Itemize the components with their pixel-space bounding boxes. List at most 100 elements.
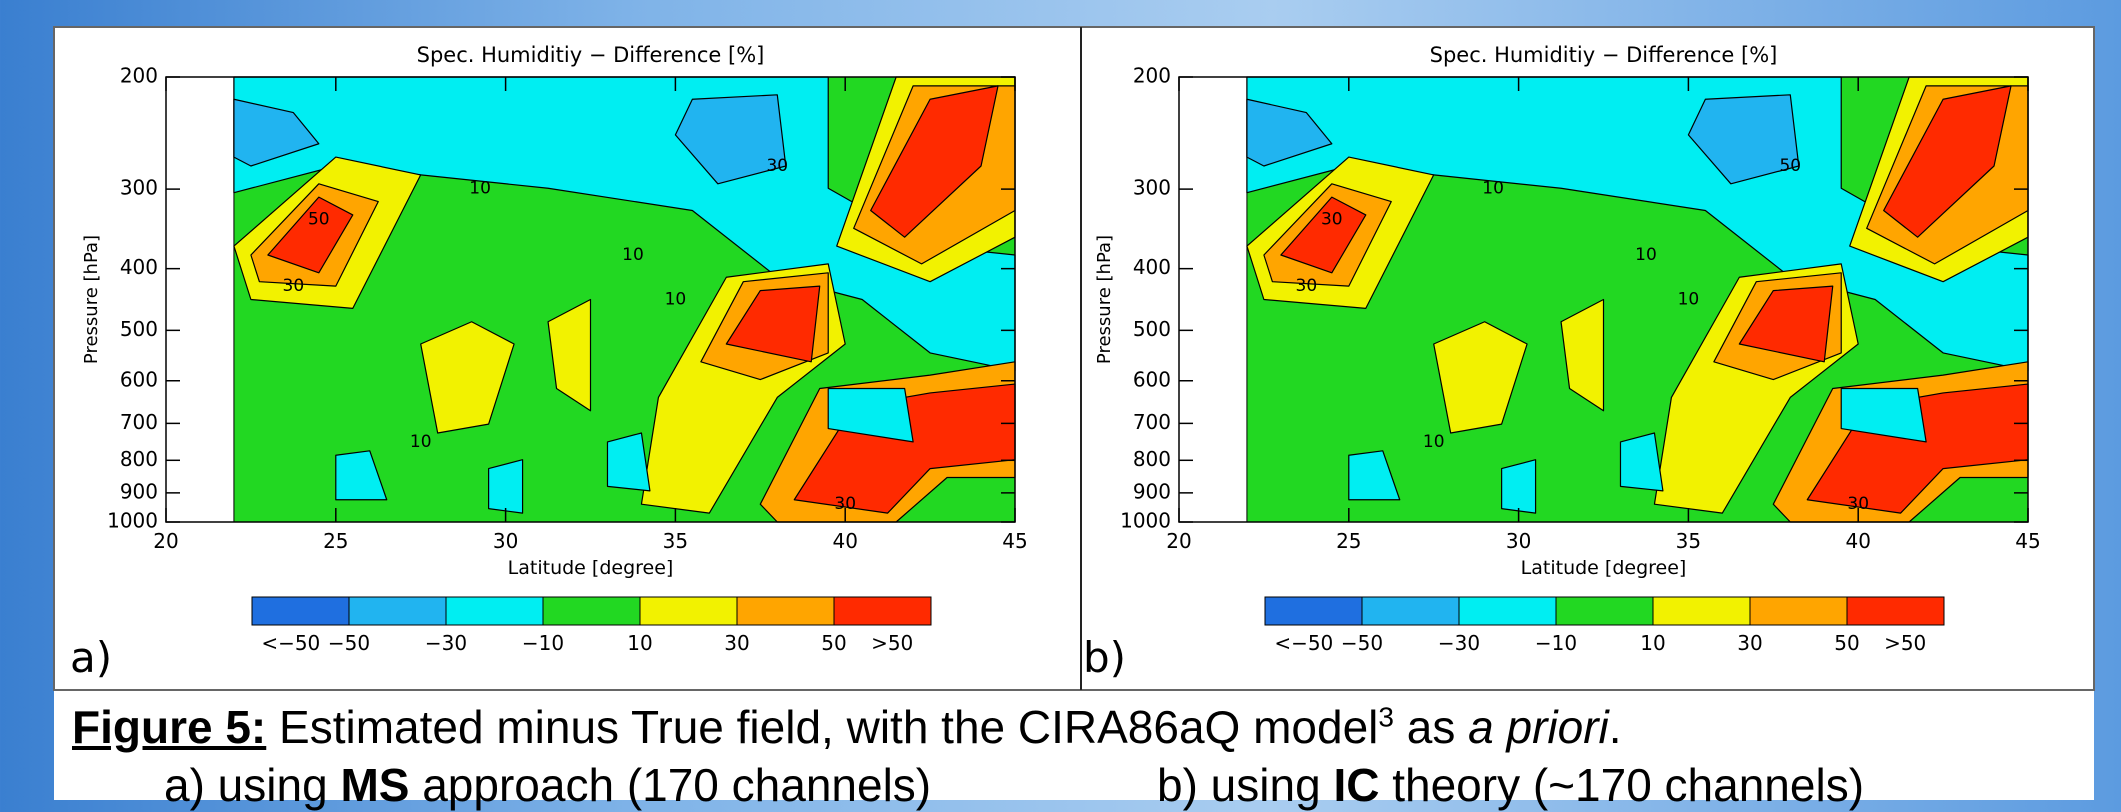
x-tick-label: 35 — [663, 529, 688, 553]
x-tick-label: 45 — [1002, 529, 1027, 553]
contour-label: 10 — [665, 290, 687, 310]
caption-text: b) using — [1157, 759, 1321, 811]
y-tick-label: 400 — [120, 255, 158, 279]
colorbar-label: −10 — [1535, 631, 1577, 655]
colorbar-label: −50 — [1341, 631, 1383, 655]
contour-region — [233, 98, 320, 167]
colorbar-label: 30 — [724, 631, 749, 655]
chart-title: Spec. Humiditiy − Difference [%] — [1430, 43, 1778, 67]
figure-label: Figure 5: — [72, 701, 267, 753]
superscript: 3 — [1378, 701, 1394, 733]
x-axis-label: Latitude [degree] — [508, 557, 674, 579]
caption-end: . — [1608, 701, 1622, 753]
colorbar-segment — [639, 596, 738, 626]
chart-title: Spec. Humiditiy − Difference [%] — [417, 43, 765, 67]
y-tick-label: 600 — [1133, 367, 1171, 391]
contour-region — [870, 85, 999, 238]
contour-region — [335, 450, 388, 501]
colorbar-segment — [348, 596, 447, 626]
contour-region — [1501, 459, 1537, 514]
y-tick-label: 500 — [120, 317, 158, 341]
x-tick-label: 30 — [1506, 529, 1531, 553]
y-tick-label: 800 — [1133, 447, 1171, 471]
contour-region — [827, 387, 914, 443]
contour-region — [725, 285, 821, 363]
colorbar-segment — [1264, 596, 1363, 626]
y-tick-label: 700 — [120, 410, 158, 434]
colorbar-segment — [1846, 596, 1945, 626]
caption-text: theory (~170 channels) — [1392, 759, 1865, 811]
caption-text: Estimated minus True field, with the CIR… — [279, 701, 1379, 753]
contour-region — [674, 94, 787, 185]
x-axis-label: Latitude [degree] — [1521, 557, 1687, 579]
contour-region — [1840, 387, 1927, 443]
contour-region — [488, 459, 524, 514]
colorbar-label: −10 — [522, 631, 564, 655]
colorbar-segment — [251, 596, 350, 626]
colorbar-label: −30 — [1438, 631, 1480, 655]
caption-text: a) using — [164, 759, 328, 811]
contour-label: 10 — [1678, 290, 1700, 310]
caption: Figure 5: Estimated minus True field, wi… — [72, 700, 1622, 754]
colorbar-label: 10 — [1640, 631, 1665, 655]
contour-label: 50 — [308, 209, 330, 229]
y-tick-label: 900 — [120, 479, 158, 503]
contour-label: 10 — [469, 178, 491, 198]
contour-region — [1619, 432, 1664, 492]
contour-region — [1738, 285, 1834, 363]
colorbar-label: 10 — [627, 631, 652, 655]
colorbar-label: >50 — [1884, 631, 1926, 655]
panel-label: b) — [1083, 633, 1126, 682]
caption-text: approach (170 channels) — [422, 759, 932, 811]
panel: 50 30 10 10 10 30 10 30 20 25 30 35 40 45 200 300 400 500… — [70, 43, 1028, 682]
x-tick-label: 35 — [1676, 529, 1701, 553]
colorbar-label: 50 — [821, 631, 846, 655]
colorbar-segment — [736, 596, 835, 626]
contour-region — [606, 432, 651, 492]
y-tick-label: 500 — [1133, 317, 1171, 341]
colorbar-label: 50 — [1834, 631, 1859, 655]
y-tick-label: 300 — [1133, 176, 1171, 200]
contour-region — [1348, 450, 1401, 501]
panel-frame — [53, 26, 2095, 691]
x-tick-label: 25 — [1336, 529, 1361, 553]
colorbar-label: <−50 — [261, 631, 320, 655]
caption-bold: IC — [1333, 759, 1380, 811]
y-axis-label: Pressure [hPa] — [1094, 235, 1115, 364]
contour-label: 30 — [1847, 494, 1869, 514]
y-tick-label: 600 — [120, 367, 158, 391]
y-tick-label: 300 — [120, 176, 158, 200]
caption-bold: MS — [340, 759, 410, 811]
y-tick-label: 900 — [1133, 479, 1171, 503]
contour-label: 10 — [1635, 245, 1657, 265]
y-tick-label: 800 — [120, 447, 158, 471]
contour-label: 10 — [622, 245, 644, 265]
x-tick-label: 20 — [1166, 529, 1191, 553]
contour-label: 10 — [410, 432, 432, 452]
contour-region — [1246, 98, 1333, 167]
contour-region — [1560, 298, 1605, 412]
x-tick-label: 40 — [1845, 529, 1870, 553]
y-tick-label: 200 — [120, 64, 158, 88]
y-tick-label: 700 — [1133, 410, 1171, 434]
colorbar-segment — [1361, 596, 1460, 626]
y-axis-label: Pressure [hPa] — [81, 235, 102, 364]
contour-label: 10 — [1482, 178, 1504, 198]
x-tick-label: 20 — [153, 529, 178, 553]
contour-region — [547, 298, 592, 412]
panel-label: a) — [70, 633, 112, 682]
colorbar-segment — [1555, 596, 1654, 626]
contour-label: 30 — [834, 494, 856, 514]
caption-line: b) using IC theory (~170 channels) — [1157, 758, 1864, 812]
contour-region — [1883, 85, 2012, 238]
contour-label: 30 — [1296, 276, 1318, 296]
colorbar-segment — [1652, 596, 1751, 626]
caption-text: as — [1406, 701, 1456, 753]
y-tick-label: 1000 — [107, 509, 158, 533]
contour-label: 10 — [1423, 432, 1445, 452]
plot-frame — [165, 76, 1016, 523]
contour-region — [1687, 94, 1800, 185]
contour-label: 50 — [1779, 156, 1801, 176]
colorbar-label: −30 — [425, 631, 467, 655]
